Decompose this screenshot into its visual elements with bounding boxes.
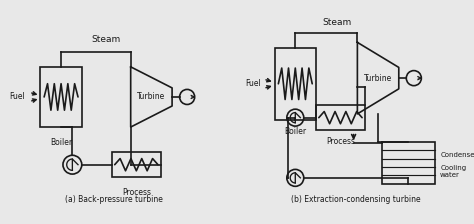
Text: Turbine: Turbine [137, 93, 165, 101]
Text: Fuel: Fuel [9, 93, 25, 101]
Text: (a) Back-pressure turbine: (a) Back-pressure turbine [65, 195, 163, 204]
Bar [274, 48, 316, 120]
Bar [112, 153, 161, 177]
Text: Boiler: Boiler [284, 127, 306, 136]
Text: Steam: Steam [91, 35, 121, 44]
Text: Steam: Steam [322, 18, 351, 27]
Text: Turbine: Turbine [364, 74, 392, 83]
Text: Cooling
water: Cooling water [440, 165, 466, 178]
Bar [40, 67, 82, 127]
Text: Fuel: Fuel [246, 79, 262, 88]
Bar [382, 142, 435, 183]
Text: Process: Process [326, 137, 355, 146]
Text: Process: Process [122, 188, 151, 197]
Text: Condenser: Condenser [440, 151, 474, 157]
Bar [316, 106, 365, 130]
Text: Boiler: Boiler [50, 138, 72, 147]
Text: (b) Extraction-condensing turbine: (b) Extraction-condensing turbine [291, 195, 420, 204]
